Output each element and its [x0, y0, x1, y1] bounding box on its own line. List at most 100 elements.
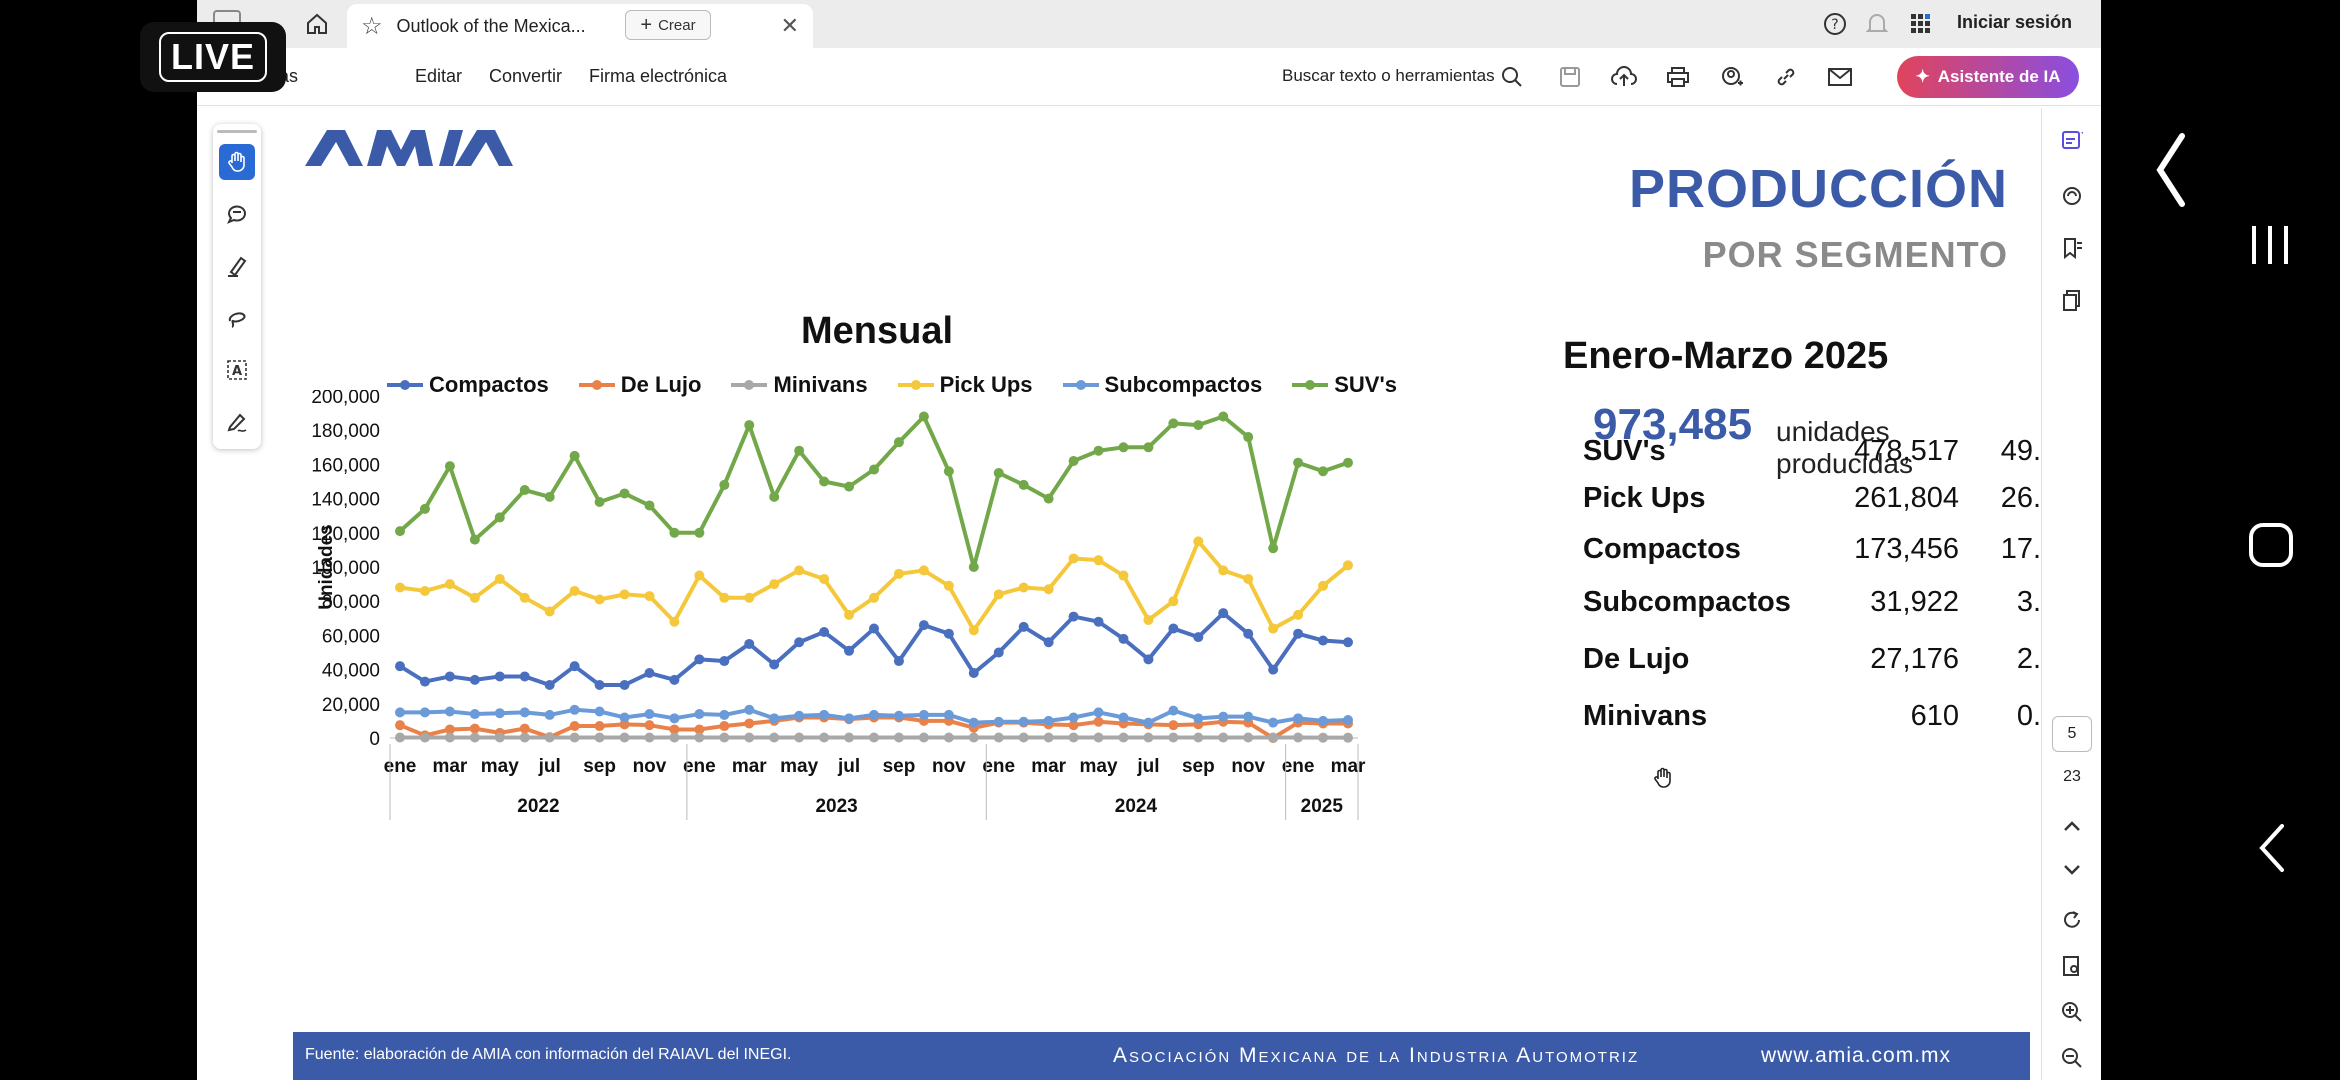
- apps-grid-icon[interactable]: [1907, 8, 1935, 40]
- back-nav-icon[interactable]: [2256, 822, 2286, 879]
- home-nav-icon[interactable]: [2248, 522, 2294, 573]
- save-icon[interactable]: [1555, 62, 1585, 92]
- search-icon[interactable]: [1497, 62, 1527, 92]
- link-icon[interactable]: [1771, 62, 1801, 92]
- legend-marker-icon: [731, 380, 768, 390]
- draw-lasso-icon[interactable]: [219, 300, 255, 336]
- data-point: [519, 707, 530, 718]
- data-point: [444, 706, 455, 717]
- data-point: [719, 656, 730, 667]
- year-label: 2024: [1115, 796, 1158, 817]
- data-point: [444, 732, 455, 743]
- data-point: [1093, 716, 1104, 727]
- zoom-in-icon[interactable]: [2056, 996, 2088, 1028]
- zoom-out-icon[interactable]: [2056, 1042, 2088, 1074]
- upload-cloud-icon[interactable]: [1609, 62, 1639, 92]
- data-point: [844, 732, 855, 743]
- data-point: [569, 661, 580, 672]
- text-box-icon[interactable]: A: [219, 352, 255, 388]
- comments-panel-icon[interactable]: [2056, 180, 2088, 212]
- share-person-icon[interactable]: [1717, 62, 1747, 92]
- data-point: [444, 724, 455, 735]
- y-tick-label: 60,000: [322, 626, 380, 647]
- new-tab-button[interactable]: + Crear: [625, 10, 711, 40]
- data-point: [794, 565, 805, 576]
- data-point: [1043, 584, 1054, 595]
- data-point: [469, 534, 480, 545]
- recent-apps-icon[interactable]: [2248, 222, 2292, 273]
- menu-convert[interactable]: Convertir: [489, 66, 563, 86]
- data-point: [719, 709, 730, 720]
- data-point: [993, 589, 1004, 600]
- legend-label: Compactos: [429, 372, 549, 397]
- data-point: [1043, 715, 1054, 726]
- data-point: [1193, 420, 1204, 431]
- bookmarks-icon[interactable]: [2056, 232, 2088, 264]
- current-page-field[interactable]: 5: [2052, 716, 2092, 752]
- side-back-chevron-icon[interactable]: [2150, 130, 2190, 215]
- data-point: [1168, 623, 1179, 634]
- pages-thumbnails-icon[interactable]: [2056, 284, 2088, 316]
- series-line-suv-s: [398, 414, 1349, 569]
- tab-active[interactable]: ☆ Outlook of the Mexica... ✕: [347, 4, 813, 48]
- segment-value: 261,804: [1854, 482, 1959, 514]
- total-units-label: unidades producidas: [1776, 416, 1913, 479]
- data-point: [968, 625, 979, 636]
- highlight-pen-icon[interactable]: [219, 248, 255, 284]
- legend-marker-icon: [578, 380, 615, 390]
- data-point: [569, 704, 580, 715]
- ai-assistant-button[interactable]: ✦ Asistente de IA: [1897, 56, 2079, 98]
- data-point: [1018, 582, 1029, 593]
- x-tick-label: jul: [837, 756, 860, 777]
- refresh-icon[interactable]: [2056, 904, 2088, 936]
- data-point: [644, 720, 655, 731]
- data-point: [519, 485, 530, 496]
- palette-grip[interactable]: [217, 130, 257, 133]
- hand-tool-icon[interactable]: [219, 144, 255, 180]
- home-icon[interactable]: [301, 8, 333, 40]
- data-point: [819, 732, 830, 743]
- hand-cursor-icon: [1652, 766, 1676, 797]
- data-point: [1318, 715, 1329, 726]
- signin-link[interactable]: Iniciar sesión: [1957, 12, 2073, 32]
- ai-summary-icon[interactable]: ✦: [2056, 124, 2088, 156]
- year-label: 2025: [1301, 796, 1344, 817]
- data-point: [1318, 466, 1329, 477]
- data-point: [544, 732, 555, 743]
- comment-icon[interactable]: [219, 196, 255, 232]
- menu-sign[interactable]: Firma electrónica: [589, 66, 728, 86]
- signature-pen-icon[interactable]: [219, 404, 255, 440]
- chart-title: Mensual: [801, 310, 954, 352]
- menu-edit[interactable]: Editar: [415, 66, 463, 86]
- close-tab-icon[interactable]: ✕: [780, 13, 799, 38]
- legend-item: Compactos: [385, 372, 549, 398]
- data-point: [694, 527, 705, 538]
- data-point: [1193, 536, 1204, 547]
- segment-row: Minivans6100.1%: [1583, 700, 2083, 740]
- search-tools-label[interactable]: Buscar texto o herramientas: [1282, 66, 1495, 85]
- page-search-icon[interactable]: [2056, 950, 2088, 982]
- favorite-star-icon[interactable]: ☆: [361, 12, 383, 40]
- legend-label: SUV's: [1334, 372, 1397, 397]
- mail-icon[interactable]: [1825, 62, 1855, 92]
- segment-name: SUV's: [1583, 435, 1666, 467]
- data-point: [819, 709, 830, 720]
- chevron-up-icon[interactable]: [2056, 810, 2088, 842]
- data-point: [1293, 609, 1304, 620]
- data-point: [1068, 455, 1079, 466]
- data-point: [444, 579, 455, 590]
- browser-window: ☆ Outlook of the Mexica... ✕ + Crear ? I…: [197, 0, 2101, 1080]
- y-tick-label: 160,000: [311, 455, 380, 476]
- bell-icon[interactable]: [1863, 8, 1891, 40]
- total-units: 973,485: [1593, 400, 1753, 449]
- x-tick-label: ene: [982, 756, 1015, 777]
- plus-icon: +: [640, 13, 653, 36]
- data-point: [569, 585, 580, 596]
- help-icon[interactable]: ?: [1821, 8, 1849, 40]
- print-icon[interactable]: [1663, 62, 1693, 92]
- data-point: [1018, 732, 1029, 743]
- data-point: [694, 732, 705, 743]
- data-point: [943, 732, 954, 743]
- chevron-down-icon[interactable]: [2056, 854, 2088, 886]
- data-point: [1268, 717, 1279, 728]
